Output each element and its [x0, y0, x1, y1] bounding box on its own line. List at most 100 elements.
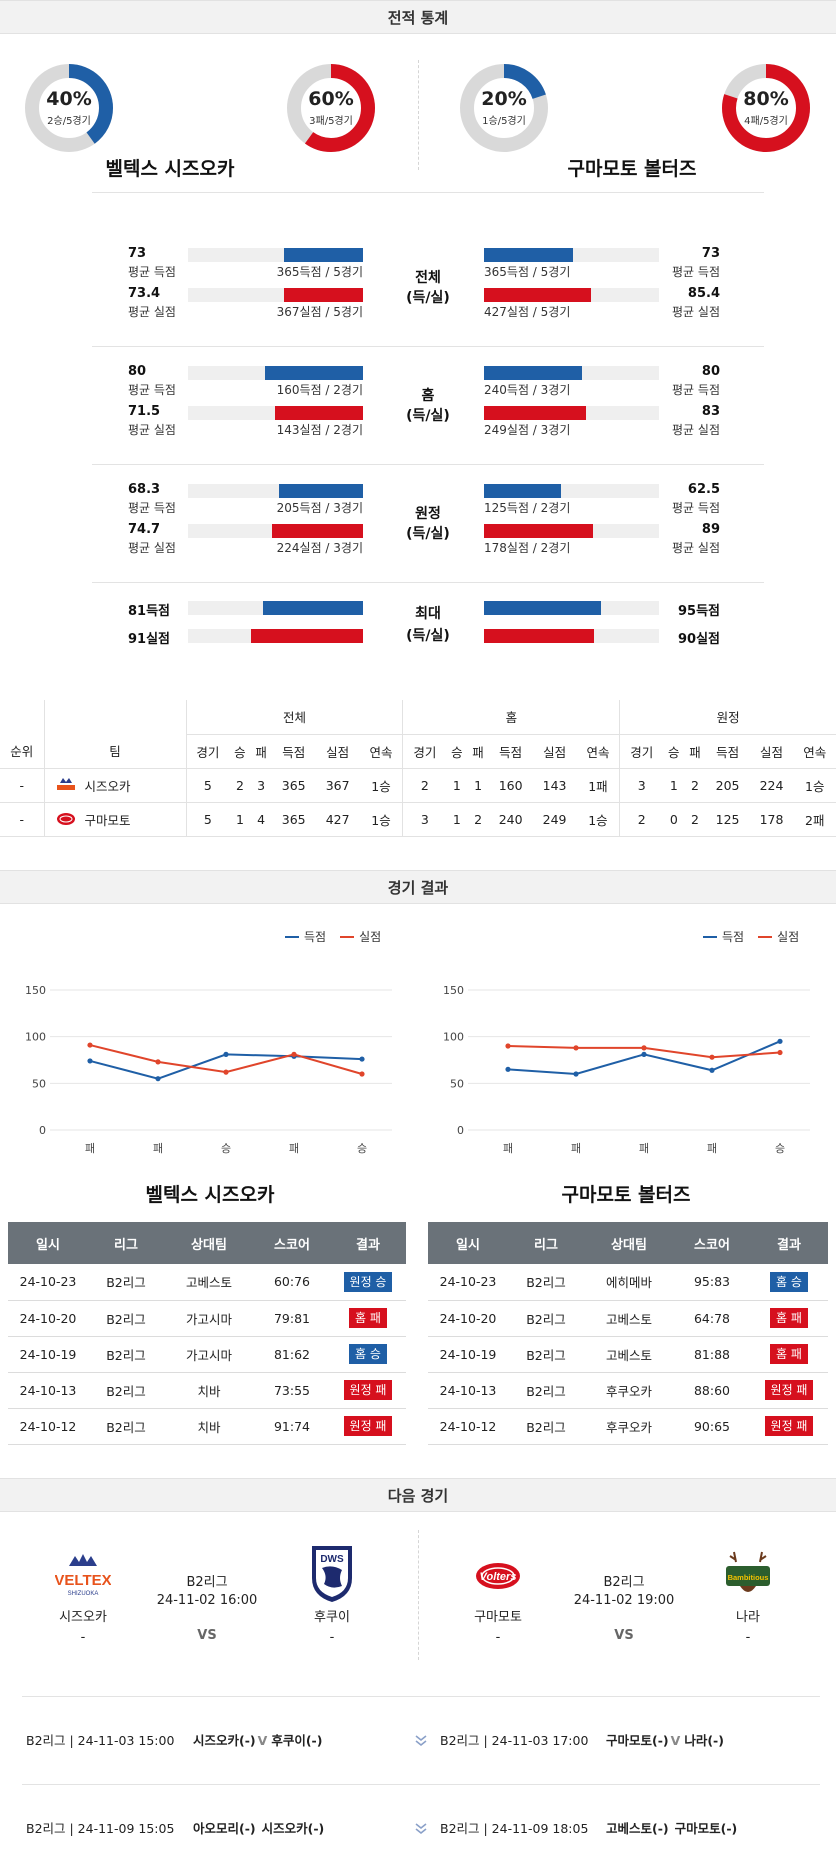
schedule-right-match[interactable]: 구마모토(-) V 나라(-): [606, 1730, 724, 1749]
legend-conceded-label: 실점: [777, 930, 800, 944]
max-stat-value: 95득점: [677, 604, 720, 619]
next-left-league: B2리그: [186, 1575, 228, 1590]
next-left-home-record: -: [80, 1630, 86, 1645]
stat-value: 83: [701, 404, 720, 419]
legend-conceded-swatch: [758, 935, 773, 938]
standings-cell: 367: [315, 768, 360, 803]
results-result-cell: 원정 승: [330, 1264, 406, 1301]
chart-point: [709, 1054, 715, 1060]
standings-group-all: 전체: [185, 700, 403, 735]
next-left-vs: VS: [197, 1628, 217, 1643]
next-right-home-team: 구마모토: [474, 1610, 522, 1625]
stat-value: 85.4: [687, 286, 720, 301]
standings-cell: 1승: [576, 802, 620, 837]
results-row: 24-10-23 B2리그 에히메바 95:83 홈 승: [428, 1264, 828, 1301]
next-right-vs: VS: [614, 1628, 634, 1643]
results-row: 24-10-12 B2리그 치바 91:74 원정 패: [8, 1408, 406, 1445]
stat-value: 68.3: [128, 482, 161, 497]
schedule-right-match[interactable]: 고베스토(-) 구마모토(-): [606, 1818, 737, 1837]
stat-value: 89: [701, 522, 720, 537]
schedule-left-match[interactable]: 아오모리(-) 시즈오카(-): [193, 1818, 324, 1837]
donut-arc: [722, 64, 810, 152]
standings-cell: 1: [446, 768, 468, 803]
chart-y-tick-label: 50: [32, 1077, 46, 1090]
volters-logo-text: Volters: [480, 1571, 517, 1583]
results-score-cell: 95:83: [674, 1264, 750, 1301]
results-header-row: 일시 리그 상대팀 스코어 결과: [428, 1222, 828, 1264]
schedule-right-team: 고베스토(-): [606, 1821, 669, 1836]
schedule-right-team: 구마모토(-): [606, 1733, 669, 1748]
stat-bar: [275, 406, 363, 420]
stat-bar: [279, 484, 363, 498]
results-score-cell: 60:76: [254, 1264, 330, 1301]
results-header-cell: 스코어: [254, 1222, 330, 1264]
result-badge: 원정 승: [343, 1271, 393, 1292]
chart-point: [709, 1067, 715, 1073]
divider: [22, 1784, 820, 1785]
standings-team-cell: 시즈오카: [43, 768, 186, 803]
chart-y-tick-label: 0: [457, 1124, 464, 1137]
standings-cell: 1승: [793, 768, 836, 803]
stat-label: 평균 실점: [672, 423, 720, 437]
donut-ring: [460, 64, 548, 152]
legend-scored-label: 득점: [722, 930, 745, 944]
chart-legend-left: 득점 실점: [285, 928, 381, 945]
chart-x-tick-label: 패: [153, 1142, 163, 1155]
chart-x-tick-label: 패: [289, 1142, 299, 1155]
results-opp-cell: 치바: [164, 1372, 254, 1409]
schedule-left-info: B2리그 | 24-11-09 15:05: [26, 1821, 175, 1836]
schedule-left-info: B2리그 | 24-11-03 15:00: [26, 1733, 175, 1748]
schedule-left-match[interactable]: 시즈오카(-) V 후쿠이(-): [193, 1730, 322, 1749]
chevron-down-icon[interactable]: [414, 1821, 428, 1835]
stat-label: 평균 득점: [128, 501, 176, 515]
veltex-logo-text: VELTEX: [55, 1572, 111, 1589]
bambitious-logo-icon: Bambitious: [726, 1551, 770, 1592]
chevron-down-icon[interactable]: [414, 1733, 428, 1747]
stat-label: 평균 득점: [128, 383, 176, 397]
stat-label: 평균 실점: [128, 541, 176, 555]
bambitious-logo-text: Bambitious: [728, 1573, 769, 1582]
stat-bar-text: 367실점 / 5경기: [276, 305, 363, 319]
standings-cell: 1승: [359, 802, 403, 837]
standings-header-cell: 득점: [488, 734, 533, 769]
standings-header-cell: 경기: [619, 734, 664, 769]
results-row: 24-10-19 B2리그 고베스토 81:88 홈 패: [428, 1336, 828, 1373]
standings-header-cell: 실점: [532, 734, 577, 769]
results-date-cell: 24-10-13: [428, 1372, 508, 1409]
standings-group-away: 원정: [619, 700, 836, 735]
chart-point: [573, 1071, 579, 1077]
result-badge: 홈 패: [349, 1308, 387, 1328]
schedule-right-info: B2리그 | 24-11-09 18:05: [440, 1821, 589, 1836]
next-left-away-team: 후쿠이: [314, 1610, 350, 1625]
stat-bar-text: 249실점 / 3경기: [484, 423, 571, 437]
results-league-cell: B2리그: [88, 1408, 164, 1445]
legend-conceded-label: 실점: [359, 930, 382, 944]
standings-header-cell: 실점: [315, 734, 360, 769]
stat-bar: [265, 366, 363, 380]
results-row: 24-10-20 B2리그 고베스토 64:78 홈 패: [428, 1300, 828, 1337]
results-league-cell: B2리그: [508, 1408, 584, 1445]
stat-value: 62.5: [687, 482, 720, 497]
standings-cell: 2: [229, 768, 251, 803]
win-rate-donut: 20% 1승/5경기: [458, 62, 550, 154]
stat-bar: [484, 406, 586, 420]
divider: [92, 582, 764, 583]
max-stat-bar: [484, 601, 601, 615]
results-header-cell: 리그: [88, 1222, 164, 1264]
donut-subtext: 2승/5경기: [47, 116, 91, 127]
results-date-cell: 24-10-13: [8, 1372, 88, 1409]
schedule-left-team: 시즈오카(-): [193, 1733, 256, 1748]
results-league-cell: B2리그: [508, 1372, 584, 1409]
results-result-cell: 홈 승: [750, 1264, 828, 1301]
results-header-cell: 상대팀: [584, 1222, 674, 1264]
donut-percent: 20%: [481, 88, 527, 110]
next-divider: [418, 1530, 419, 1660]
schedule-right-opp: 구마모토(-): [674, 1821, 738, 1836]
volters-logo-icon: Volters: [476, 1563, 520, 1589]
chart-point: [641, 1045, 647, 1051]
standings-header-cell: 승: [663, 734, 685, 769]
results-score-cell: 64:78: [674, 1300, 750, 1337]
standings-header-cell: 승: [446, 734, 468, 769]
chart-x-tick-label: 패: [85, 1142, 95, 1155]
standings-header-row: 순위 팀 경기 승 패 득점 실점 연속 경기 승 패 득점 실점 연속 경기 승 패 득점 실점 연속: [0, 734, 836, 769]
